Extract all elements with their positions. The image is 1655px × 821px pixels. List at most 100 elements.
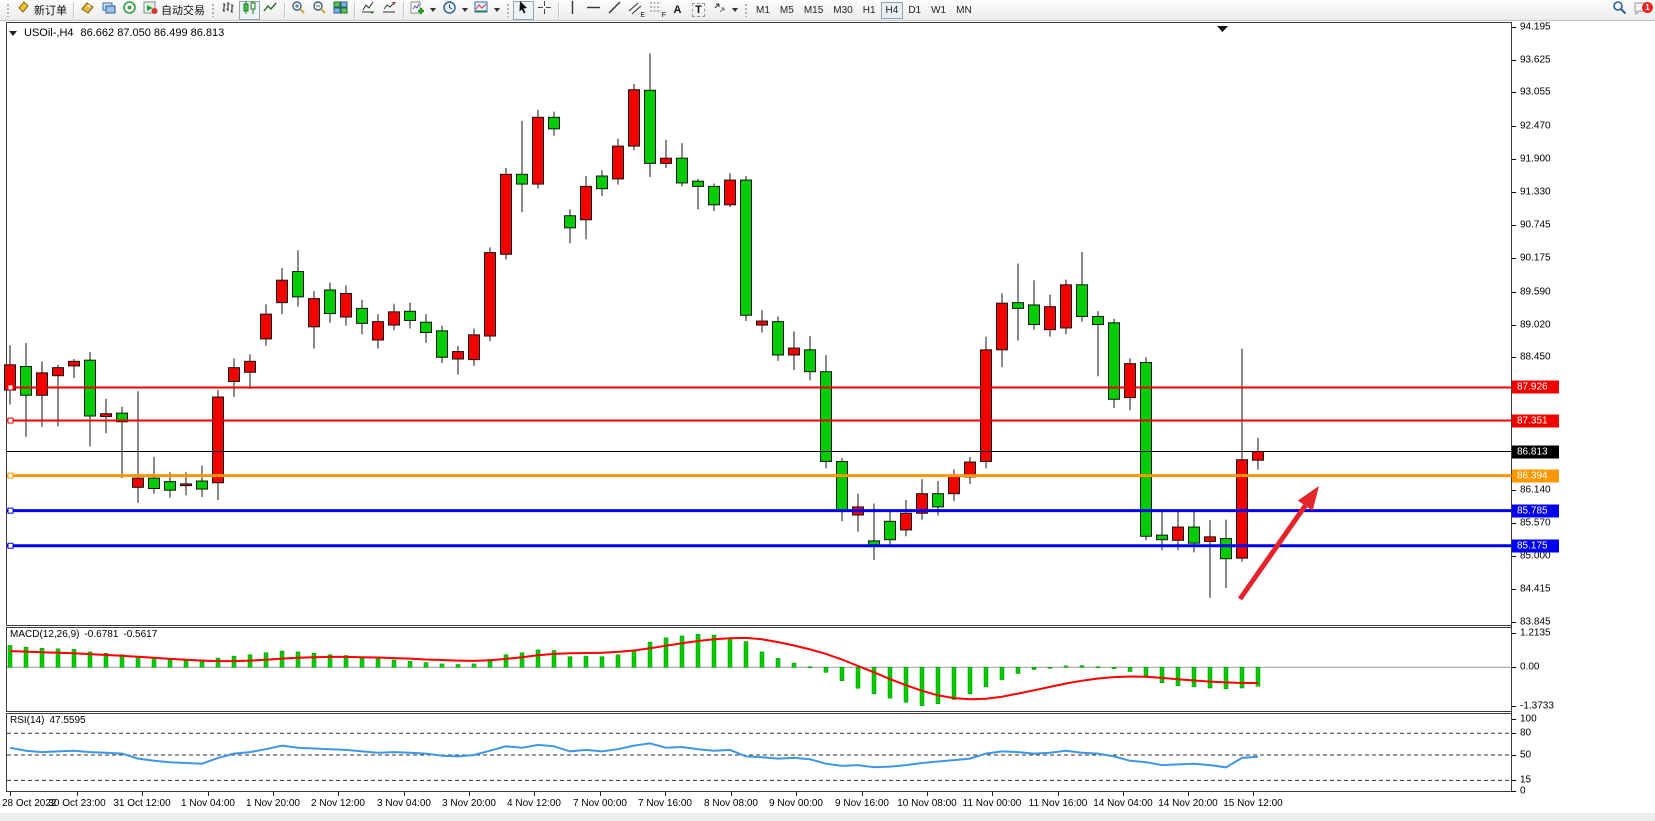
crosshair-tool-button[interactable] [534, 1, 555, 20]
candle-body [116, 412, 128, 423]
candle-body [164, 481, 176, 491]
line-anchor-handle[interactable] [7, 417, 14, 424]
macd-histogram-bar [215, 657, 221, 668]
toolbar-grip[interactable] [506, 3, 510, 17]
price-axis-label: 93.055 [1520, 86, 1551, 98]
fibonacci-tool-button[interactable]: F [646, 1, 667, 20]
equidistant-channel-tool-button[interactable]: E [625, 1, 646, 20]
tile-windows-button[interactable] [330, 1, 351, 20]
zoom-out-icon [312, 0, 327, 20]
chart-canvas[interactable] [0, 21, 1655, 821]
candle-body [916, 493, 928, 514]
candlestick-chart-type-button[interactable] [239, 0, 260, 20]
chart-shift-button[interactable] [379, 1, 400, 20]
arrows-tool-button[interactable] [709, 1, 741, 20]
zoom-out-button[interactable] [309, 1, 330, 20]
level-price-label: 85.785 [1512, 504, 1559, 518]
time-axis-label: 3 Nov 04:00 [377, 798, 431, 809]
timeframe-button-m1[interactable]: M1 [756, 4, 770, 16]
trend-arrow-head[interactable] [1297, 486, 1319, 511]
macd-histogram-bar [1159, 667, 1165, 683]
text-tool-button[interactable]: A [667, 1, 688, 20]
macd-histogram-bar [551, 650, 557, 668]
level-price-label: 85.175 [1512, 539, 1559, 553]
macd-histogram-bar [663, 637, 669, 668]
timeframe-button-m15[interactable]: M15 [803, 4, 824, 16]
macd-histogram-bar [1127, 667, 1133, 672]
macd-histogram-bar [535, 649, 541, 668]
toolbar-grip[interactable] [744, 3, 748, 17]
macd-histogram-bar [615, 654, 621, 668]
add-indicator-button[interactable] [407, 1, 439, 20]
blue-monitor-icon-button[interactable] [98, 1, 119, 20]
time-axis-tick [927, 792, 928, 796]
line-anchor-handle[interactable] [7, 384, 14, 391]
chart-menu-icon[interactable] [9, 30, 17, 36]
candle-body [900, 512, 912, 531]
chart-shift-marker-icon[interactable] [1217, 26, 1228, 32]
macd-axis-label: -1.3733 [1520, 700, 1554, 712]
bar-chart-type-button[interactable] [218, 1, 239, 20]
dropdown-caret-icon [732, 8, 738, 12]
chart-template-button[interactable] [471, 1, 503, 20]
price-axis-tick [1512, 324, 1516, 326]
green-signal-icon [122, 0, 137, 20]
vertical-line-tool-button[interactable] [562, 1, 583, 20]
timeframe-button-w1[interactable]: W1 [931, 4, 947, 16]
line-anchor-handle[interactable] [7, 507, 14, 514]
line-anchor-handle[interactable] [7, 472, 14, 479]
macd-histogram-bar [1207, 667, 1213, 689]
candle-body [148, 477, 160, 490]
zoom-in-button[interactable] [288, 1, 309, 20]
notifications-button[interactable]: 1 [1630, 1, 1653, 20]
timeframe-button-m5[interactable]: M5 [779, 4, 794, 16]
timeframe-button-group: M1 M5 M15 M30 H1 H4 D1 W1 MN [751, 1, 977, 19]
line-chart-type-button[interactable] [260, 1, 281, 20]
toolbar-grip[interactable] [211, 3, 215, 17]
time-axis-label: 28 Oct 2022 [2, 798, 57, 809]
candle-body [180, 483, 192, 487]
macd-histogram-bar [343, 655, 349, 668]
candle-body [388, 311, 400, 326]
candle-body [804, 349, 816, 373]
timeframe-button-d1[interactable]: D1 [908, 4, 922, 16]
periods-clock-button[interactable] [439, 1, 471, 20]
macd-histogram-bar [807, 666, 813, 668]
rsi-line [9, 742, 1259, 769]
new-order-icon [16, 0, 31, 20]
price-axis-tick [1512, 125, 1516, 127]
trendline-tool-button[interactable] [604, 1, 625, 20]
timeframe-button-m30[interactable]: M30 [833, 4, 853, 16]
text-label-tool-button[interactable]: T [688, 1, 709, 20]
gold-tag-icon-button[interactable] [77, 1, 98, 20]
auto-scroll-button[interactable] [358, 1, 379, 20]
timeframe-button-h1[interactable]: H1 [862, 4, 876, 16]
candle-body [676, 157, 688, 184]
macd-histogram-bar [439, 663, 445, 668]
search-button[interactable] [1609, 1, 1630, 20]
macd-axis-label: 0.00 [1520, 661, 1540, 673]
time-axis-label: 9 Nov 16:00 [835, 798, 889, 809]
candle-body [244, 360, 256, 373]
green-signal-icon-button[interactable] [119, 1, 140, 20]
macd-histogram-bar [775, 658, 781, 668]
horizontal-line-tool-button[interactable] [583, 1, 604, 20]
time-axis-tick [338, 792, 339, 796]
rsi-axis-label: 50 [1520, 749, 1532, 761]
trend-arrow-line[interactable] [1237, 504, 1308, 601]
new-order-button[interactable]: 新订单 [13, 1, 70, 20]
macd-histogram-bar [743, 641, 749, 668]
auto-trading-button[interactable]: 自动交易 [140, 1, 208, 20]
time-axis-label: 14 Nov 20:00 [1158, 798, 1218, 809]
timeframe-button-mn[interactable]: MN [956, 4, 972, 16]
toolbar-grip[interactable] [6, 3, 10, 17]
time-axis-label: 1 Nov 20:00 [246, 798, 300, 809]
candle-body [628, 89, 640, 147]
time-axis-tick [1123, 792, 1124, 796]
timeframe-button-h4[interactable]: H4 [880, 1, 904, 19]
price-axis-tick [1512, 622, 1516, 624]
rsi-value: 47.5595 [49, 715, 86, 726]
cursor-tool-button[interactable] [513, 0, 534, 20]
line-anchor-handle[interactable] [7, 542, 14, 549]
macd-histogram-bar [295, 651, 301, 668]
